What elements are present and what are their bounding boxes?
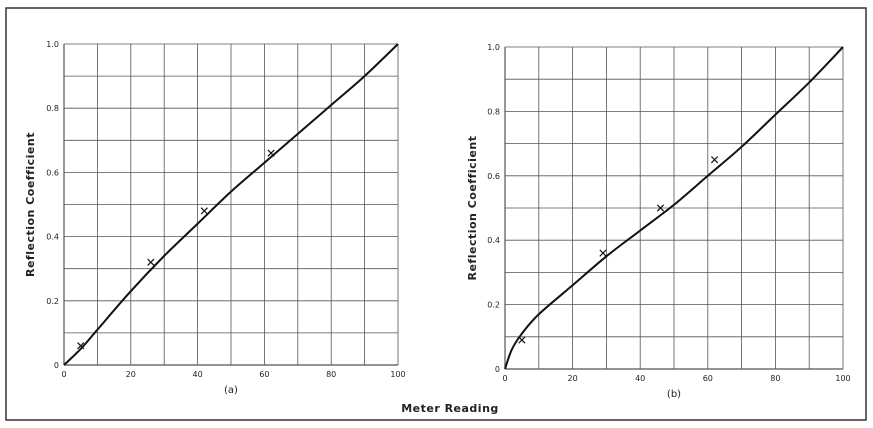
x-tick-label: 100: [390, 370, 405, 379]
calibration-curve: [63, 43, 399, 366]
y-tick-label: 0.6: [46, 168, 59, 177]
data-point-x-marker: [200, 207, 208, 215]
y-axis-label: Reflection Coefficient: [466, 136, 479, 281]
marker-stroke: [656, 204, 665, 212]
marker-stroke: [267, 149, 275, 157]
chart-a: 0 20 40 60 80 100 0 0.2 0.4 0.6 0.8 1.0 Reflection C…: [24, 40, 406, 396]
data-point-x-marker: [599, 249, 607, 257]
y-tick-label: 0.8: [46, 104, 59, 113]
y-tick-label: 0.6: [487, 172, 500, 181]
x-tick-label: 60: [259, 370, 269, 379]
data-point-x-marker: [267, 149, 275, 157]
marker-stroke: [147, 258, 155, 266]
y-tick-label: 0.4: [46, 233, 59, 242]
x-tick-label: 0: [502, 374, 507, 383]
chart-b: 0 20 40 60 80 100 0 0.2 0.4 0.6 0.8 1.0 Reflection C…: [466, 43, 851, 400]
x-tick-label: 100: [835, 374, 850, 383]
marker-stroke: [77, 342, 85, 350]
x-tick-label: 20: [126, 370, 136, 379]
y-tick-label: 0.4: [487, 236, 500, 245]
marker-stroke: [599, 249, 607, 257]
y-tick-label: 0: [495, 365, 500, 374]
marker-stroke: [710, 156, 719, 164]
y-tick-label: 0.8: [487, 107, 500, 116]
y-tick-label: 1.0: [46, 40, 59, 49]
x-tick-label: 20: [568, 374, 578, 383]
data-point-x-marker: [710, 156, 719, 164]
x-tick-label: 40: [193, 370, 203, 379]
panel-label: (a): [224, 385, 238, 396]
y-axis-label: Reflection Coefficient: [24, 132, 37, 277]
marker-stroke: [200, 207, 208, 215]
panel-label: (b): [667, 389, 681, 400]
data-point-x-marker: [77, 342, 85, 350]
marker-stroke: [518, 336, 526, 344]
data-point-x-marker: [518, 336, 526, 344]
x-tick-label: 60: [703, 374, 713, 383]
data-point-x-marker: [656, 204, 665, 212]
calibration-curve: [504, 46, 844, 370]
y-tick-label: 0.2: [487, 301, 500, 310]
y-tick-label: 1.0: [487, 43, 500, 52]
figure-frame: [5, 7, 867, 421]
x-tick-label: 80: [770, 374, 780, 383]
x-tick-label: 80: [326, 370, 336, 379]
data-point-x-marker: [147, 258, 155, 266]
shared-x-axis-label: Meter Reading: [401, 402, 499, 415]
y-tick-label: 0: [54, 361, 59, 370]
y-tick-label: 0.2: [46, 297, 59, 306]
x-tick-label: 0: [61, 370, 66, 379]
x-tick-label: 40: [635, 374, 645, 383]
